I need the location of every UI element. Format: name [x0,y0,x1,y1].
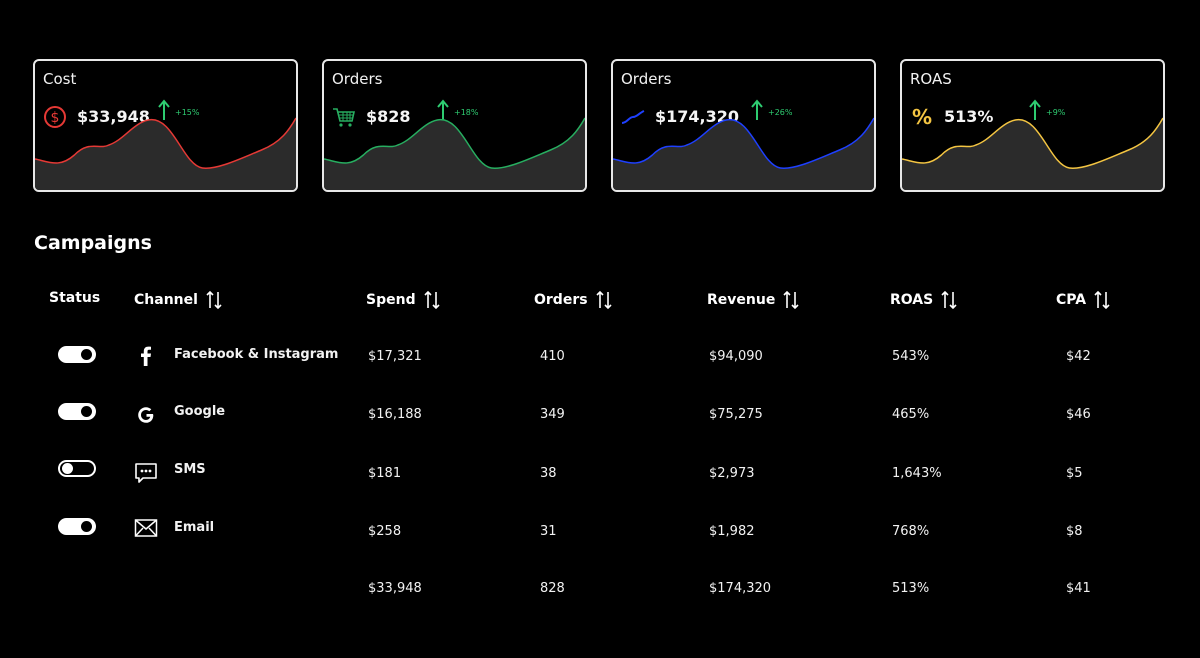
orders-value: 31 [540,524,557,539]
card-value: $174,320 [655,107,740,126]
google-icon [138,407,154,423]
kpi-card-revenue[interactable]: Orders $174,320 +26% [611,59,876,192]
sort-icon[interactable] [783,290,799,310]
sparkline-chart [613,117,874,190]
sparkline-chart [35,117,296,190]
header-label: Spend [366,292,416,308]
sms-icon [135,463,157,483]
arrow-up-icon [751,99,763,120]
channel-name: Email [174,520,215,535]
kpi-card-roas[interactable]: ROAS % 513% +9% [900,59,1165,192]
kpi-card-orders[interactable]: Orders $828 +18% [322,59,587,192]
card-value: 513% [944,107,994,126]
header-label: CPA [1056,292,1087,308]
percent-icon: % [912,105,932,129]
sparkline-chart [324,117,585,190]
card-change: +15% [175,108,200,117]
svg-text:%: % [912,105,932,129]
status-toggle[interactable] [58,518,96,535]
orders-value: 38 [540,466,557,481]
orders-value: 410 [540,349,565,364]
card-title: Orders [332,70,383,88]
channel-name: SMS [174,462,206,477]
toggle-knob [81,521,92,532]
status-toggle[interactable] [58,403,96,420]
cpa-value: $8 [1066,524,1083,539]
column-header-roas[interactable]: ROAS [890,290,957,310]
card-title: Orders [621,70,672,88]
revenue-value: $94,090 [709,349,763,364]
cpa-value: $46 [1066,407,1091,422]
sort-icon[interactable] [941,290,957,310]
spend-value: $16,188 [368,407,422,422]
kpi-card-cost[interactable]: Cost $ $33,948 +15% [33,59,298,192]
roas-value: 768% [892,524,930,539]
trend-line-icon [621,110,645,124]
cpa-value: $5 [1066,466,1083,481]
arrow-up-icon [158,99,170,120]
cpa-value: $42 [1066,349,1091,364]
facebook-icon [141,346,151,366]
card-change: +9% [1046,108,1066,117]
total-orders: 828 [540,581,565,596]
card-change: +18% [454,108,479,117]
sparkline-chart [902,117,1163,190]
column-header-channel[interactable]: Channel [134,290,222,310]
header-label: Orders [534,292,588,308]
sort-icon[interactable] [424,290,440,310]
column-header-status: Status [49,290,100,306]
total-cpa: $41 [1066,581,1091,596]
roas-value: 543% [892,349,930,364]
column-header-orders[interactable]: Orders [534,290,612,310]
sort-icon[interactable] [595,290,612,310]
shopping-cart-icon [333,108,355,127]
total-spend: $33,948 [368,581,422,596]
section-title-campaigns: Campaigns [34,232,152,254]
sort-icon[interactable] [206,290,222,310]
card-title: Cost [43,70,77,88]
email-icon [134,519,158,537]
revenue-value: $2,973 [709,466,755,481]
column-header-spend[interactable]: Spend [366,290,440,310]
spend-value: $258 [368,524,402,539]
channel-name: Facebook & Instagram [174,347,339,362]
roas-value: 465% [892,407,930,422]
revenue-value: $1,982 [709,524,755,539]
header-label: ROAS [890,292,934,308]
card-value: $828 [366,107,411,126]
total-revenue: $174,320 [709,581,772,596]
header-label: Status [49,290,101,306]
dollar-circle-icon: $ [44,106,66,128]
card-value: $33,948 [77,107,150,126]
arrow-up-icon [437,99,449,120]
orders-value: 349 [540,407,565,422]
toggle-knob [81,406,92,417]
sort-icon[interactable] [1094,290,1110,310]
status-toggle[interactable] [58,346,96,363]
card-change: +26% [768,108,793,117]
total-roas: 513% [892,581,930,596]
status-toggle[interactable] [58,460,96,477]
spend-value: $181 [368,466,402,481]
spend-value: $17,321 [368,349,422,364]
arrow-up-icon [1029,99,1041,120]
header-label: Revenue [707,292,776,308]
column-header-cpa[interactable]: CPA [1056,290,1110,310]
roas-value: 1,643% [892,466,942,481]
toggle-knob [81,349,92,360]
revenue-value: $75,275 [709,407,763,422]
toggle-knob [62,463,73,474]
svg-text:$: $ [51,110,60,126]
column-header-revenue[interactable]: Revenue [707,290,799,310]
header-label: Channel [134,292,198,308]
card-title: ROAS [910,70,952,88]
channel-name: Google [174,404,226,419]
